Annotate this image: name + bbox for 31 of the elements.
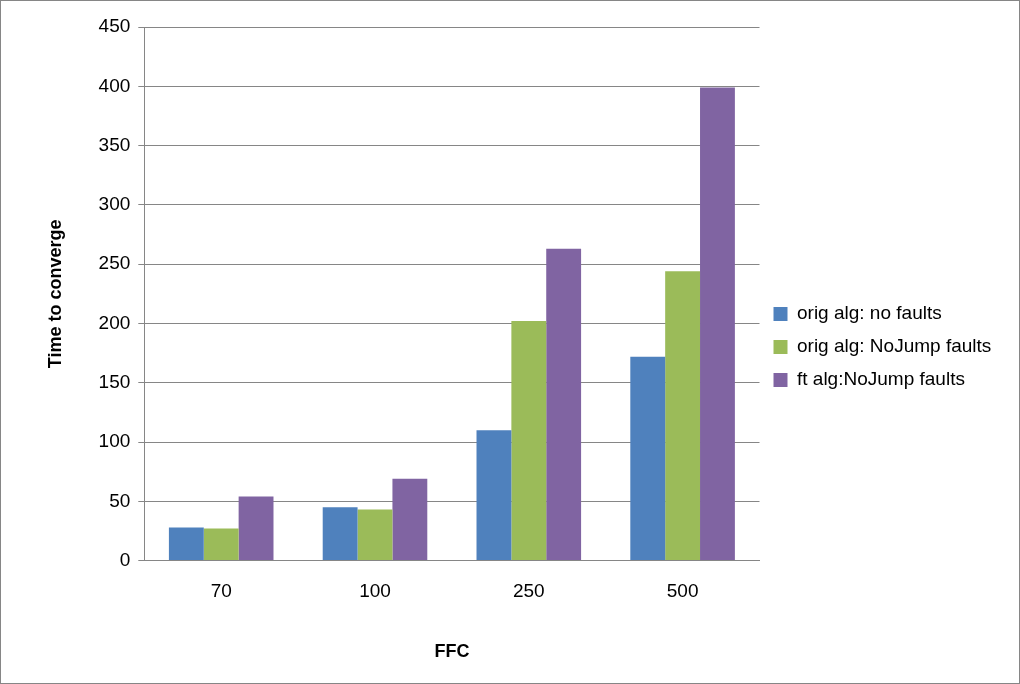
y-tick-label: 150 [98, 370, 131, 392]
y-tick-label: 0 [119, 548, 131, 570]
bar [665, 271, 701, 561]
bar [630, 356, 666, 561]
legend-label: orig alg: no faults [797, 302, 942, 324]
bar [546, 248, 582, 561]
legend-label: orig alg: NoJump faults [797, 335, 992, 357]
x-tick-label: 100 [359, 580, 391, 602]
bar [238, 496, 274, 561]
bar [168, 527, 204, 561]
y-tick-label: 250 [98, 252, 131, 274]
y-tick-label: 50 [109, 489, 131, 511]
bar [203, 528, 239, 561]
y-tick-label: 100 [98, 430, 131, 452]
bar [322, 507, 358, 561]
y-tick-label: 450 [98, 15, 131, 37]
bar [476, 430, 512, 561]
y-tick-label: 350 [98, 133, 131, 155]
y-axis-title: Time to converge [44, 219, 65, 369]
x-tick-label: 250 [512, 580, 545, 602]
bar [511, 321, 547, 561]
bar [700, 87, 735, 561]
y-tick-label: 300 [98, 193, 131, 215]
bar [357, 509, 393, 561]
bar [392, 478, 428, 561]
x-tick-label: 500 [666, 580, 699, 602]
x-axis-title: FFC [434, 641, 470, 662]
y-tick-label: 400 [98, 74, 131, 96]
y-tick-label: 200 [98, 311, 131, 333]
legend-label: ft alg:NoJump faults [797, 368, 965, 390]
x-tick-label: 70 [210, 580, 232, 602]
